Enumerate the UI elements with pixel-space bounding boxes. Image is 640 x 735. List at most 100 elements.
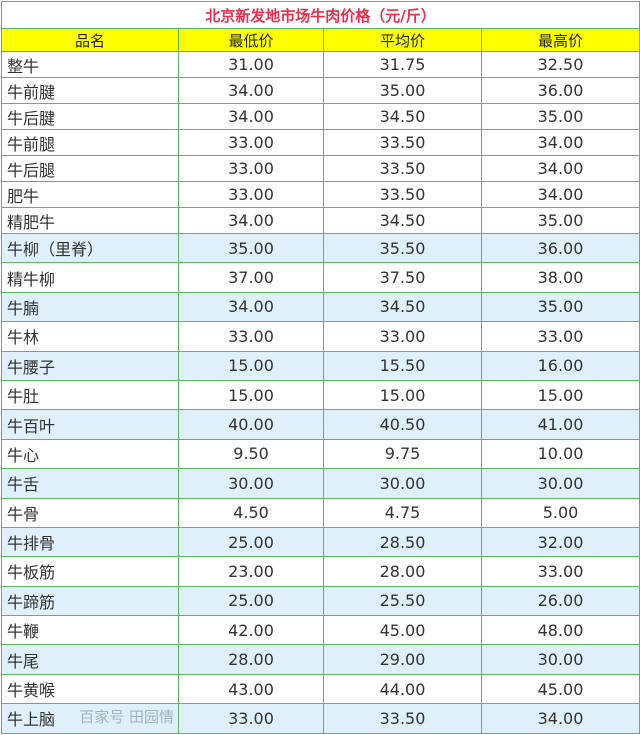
cell-max: 34.00 (480, 703, 640, 734)
table-row: 牛黄喉 43.00 44.00 45.00 (1, 673, 640, 705)
cell-name: 牛蹄筋 (1, 585, 179, 617)
cell-avg: 15.00 (323, 379, 482, 411)
cell-avg: 33.50 (323, 181, 482, 208)
cell-max: 34.00 (480, 181, 640, 208)
table-row: 牛鞭 42.00 45.00 48.00 (1, 615, 640, 646)
cell-name: 牛黄喉 (1, 673, 179, 705)
cell-max: 33.00 (480, 321, 640, 352)
header-max: 最高价 (480, 28, 640, 52)
cell-name: 精牛柳 (1, 262, 179, 293)
cell-avg: 34.50 (323, 103, 482, 130)
table-row: 精牛柳 37.00 37.50 38.00 (1, 262, 640, 293)
cell-max: 26.00 (480, 585, 640, 617)
header-min: 最低价 (178, 28, 324, 52)
cell-name: 肥牛 (1, 181, 179, 208)
cell-name: 整牛 (1, 51, 179, 78)
cell-name: 牛骨 (1, 497, 179, 528)
cell-min: 33.00 (178, 181, 324, 208)
cell-min: 34.00 (178, 291, 324, 323)
cell-avg: 35.00 (323, 77, 482, 104)
cell-max: 34.00 (480, 129, 640, 156)
cell-avg: 35.50 (323, 232, 482, 264)
cell-min: 15.00 (178, 350, 324, 381)
cell-max: 15.00 (480, 379, 640, 411)
cell-max: 36.00 (480, 232, 640, 264)
header-name: 品名 (1, 28, 179, 52)
cell-name: 牛百叶 (1, 409, 179, 440)
table-row: 牛后腿 33.00 33.50 34.00 (1, 155, 640, 182)
cell-avg: 28.50 (323, 526, 482, 558)
cell-name: 牛板筋 (1, 556, 179, 587)
cell-avg: 9.75 (323, 438, 482, 470)
cell-max: 5.00 (480, 497, 640, 528)
cell-name: 牛心 (1, 438, 179, 470)
table-row: 牛蹄筋 25.00 25.50 26.00 (1, 585, 640, 617)
cell-min: 30.00 (178, 468, 324, 499)
cell-avg: 44.00 (323, 673, 482, 705)
cell-min: 37.00 (178, 262, 324, 293)
cell-name: 牛排骨 (1, 526, 179, 558)
cell-avg: 25.50 (323, 585, 482, 617)
cell-min: 34.00 (178, 77, 324, 104)
cell-name: 牛尾 (1, 644, 179, 675)
table-row: 牛后腱 34.00 34.50 35.00 (1, 103, 640, 130)
cell-avg: 29.00 (323, 644, 482, 675)
cell-max: 35.00 (480, 103, 640, 130)
table-row: 牛腩 34.00 34.50 35.00 (1, 291, 640, 323)
cell-avg: 34.50 (323, 207, 482, 234)
header-avg: 平均价 (323, 28, 482, 52)
table-row: 牛肚 15.00 15.00 15.00 (1, 379, 640, 411)
cell-avg: 37.50 (323, 262, 482, 293)
cell-name: 牛柳（里脊） (1, 232, 179, 264)
cell-name: 精肥牛 (1, 207, 179, 234)
cell-max: 30.00 (480, 468, 640, 499)
table-row: 牛尾 28.00 29.00 30.00 (1, 644, 640, 675)
cell-min: 33.00 (178, 703, 324, 734)
cell-max: 35.00 (480, 207, 640, 234)
cell-max: 34.00 (480, 155, 640, 182)
title-row: 北京新发地市场牛肉价格（元/斤） (0, 1, 640, 29)
table-row: 牛前腱 34.00 35.00 36.00 (1, 77, 640, 104)
cell-avg: 30.00 (323, 468, 482, 499)
cell-min: 42.00 (178, 615, 324, 646)
cell-min: 31.00 (178, 51, 324, 78)
cell-max: 41.00 (480, 409, 640, 440)
cell-name: 牛前腿 (1, 129, 179, 156)
cell-min: 28.00 (178, 644, 324, 675)
table-row: 牛排骨 25.00 28.50 32.00 (1, 526, 640, 558)
cell-max: 36.00 (480, 77, 640, 104)
cell-name: 牛舌 (1, 468, 179, 499)
table-row: 百家号 田园情 牛上脑 33.00 33.50 34.00 (1, 703, 640, 734)
cell-min: 33.00 (178, 321, 324, 352)
cell-avg: 15.50 (323, 350, 482, 381)
table-row: 牛心 9.50 9.75 10.00 (1, 438, 640, 470)
cell-min: 40.00 (178, 409, 324, 440)
cell-min: 15.00 (178, 379, 324, 411)
cell-min: 35.00 (178, 232, 324, 264)
cell-max: 35.00 (480, 291, 640, 323)
cell-name: 牛腰子 (1, 350, 179, 381)
cell-min: 9.50 (178, 438, 324, 470)
table-row: 牛前腿 33.00 33.50 34.00 (1, 129, 640, 156)
table-row: 牛柳（里脊） 35.00 35.50 36.00 (1, 232, 640, 264)
cell-min: 33.00 (178, 155, 324, 182)
cell-name: 牛腩 (1, 291, 179, 323)
table-row: 牛骨 4.50 4.75 5.00 (1, 497, 640, 528)
cell-avg: 33.00 (323, 321, 482, 352)
cell-name: 牛林 (1, 321, 179, 352)
cell-max: 16.00 (480, 350, 640, 381)
cell-min: 25.00 (178, 585, 324, 617)
cell-max: 48.00 (480, 615, 640, 646)
cell-avg: 28.00 (323, 556, 482, 587)
table-row: 牛林 33.00 33.00 33.00 (1, 321, 640, 352)
cell-avg: 33.50 (323, 703, 482, 734)
cell-min: 33.00 (178, 129, 324, 156)
cell-avg: 34.50 (323, 291, 482, 323)
table-row: 精肥牛 34.00 34.50 35.00 (1, 207, 640, 234)
header-row: 品名 最低价 平均价 最高价 (1, 28, 640, 52)
cell-max: 38.00 (480, 262, 640, 293)
table-row: 牛百叶 40.00 40.50 41.00 (1, 409, 640, 440)
table-row: 整牛 31.00 31.75 32.50 (1, 51, 640, 78)
watermark: 百家号 田园情 (79, 708, 174, 727)
